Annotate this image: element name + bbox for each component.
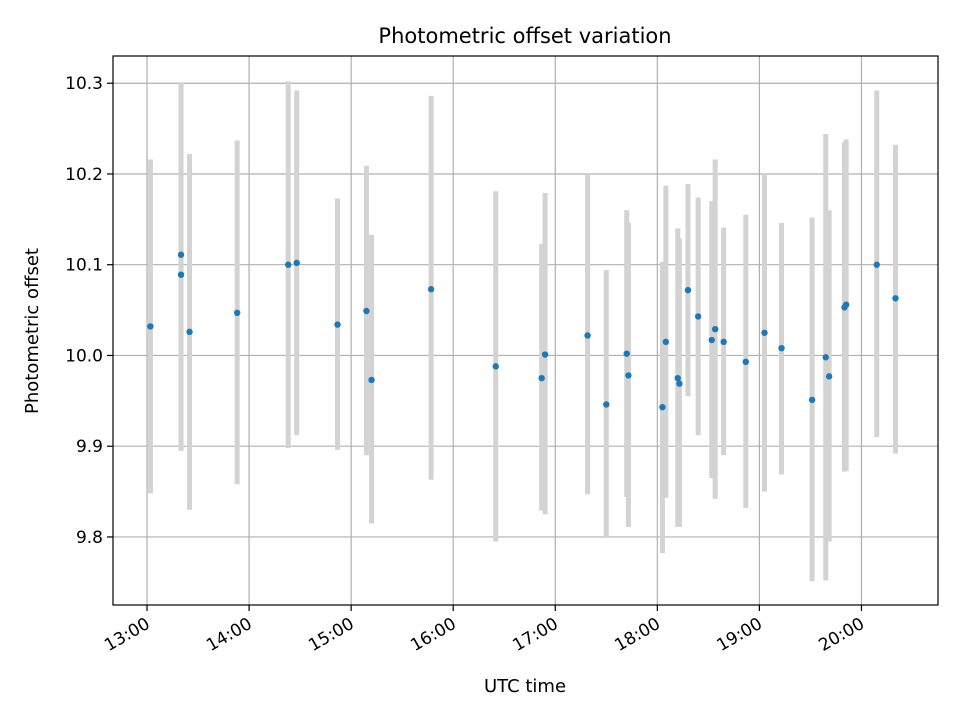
data-point xyxy=(233,309,241,317)
data-point xyxy=(684,286,692,294)
data-point xyxy=(293,259,300,267)
data-point xyxy=(427,286,435,293)
data-point xyxy=(674,374,681,382)
grid-lines xyxy=(113,56,938,605)
data-point xyxy=(541,351,549,358)
data-point xyxy=(742,358,749,366)
data-point xyxy=(492,363,499,370)
data-point xyxy=(842,301,850,308)
data-point xyxy=(662,338,670,346)
data-point xyxy=(186,328,193,336)
data-point xyxy=(363,307,370,315)
y-tick-label: 9.8 xyxy=(76,528,103,548)
y-tick-label: 10.3 xyxy=(65,74,103,94)
data-point xyxy=(177,271,185,278)
data-point xyxy=(892,295,899,302)
data-points xyxy=(147,251,899,411)
data-point xyxy=(720,338,727,346)
data-point xyxy=(603,401,610,408)
y-tick-label: 10.1 xyxy=(65,256,103,276)
data-point xyxy=(873,261,880,268)
data-point xyxy=(659,403,666,411)
data-point xyxy=(538,374,545,382)
data-point xyxy=(778,344,785,352)
data-point xyxy=(368,376,375,384)
plot-area-frame xyxy=(112,55,939,606)
data-point xyxy=(822,354,829,361)
y-tick-label: 10.0 xyxy=(65,346,103,366)
data-point xyxy=(825,373,833,380)
chart-title: Photometric offset variation xyxy=(378,24,671,48)
data-point xyxy=(708,336,715,344)
data-point xyxy=(147,323,154,330)
y-axis-label: Photometric offset xyxy=(22,248,43,414)
data-point xyxy=(694,313,702,320)
data-point xyxy=(625,372,632,379)
data-point xyxy=(623,350,630,357)
y-tick-label: 9.9 xyxy=(76,437,103,457)
data-point xyxy=(676,380,683,387)
data-point xyxy=(711,325,719,333)
data-point xyxy=(334,321,341,328)
data-point xyxy=(285,261,292,268)
data-point xyxy=(761,329,768,336)
x-axis-label: UTC time xyxy=(484,676,566,697)
data-point xyxy=(177,251,185,258)
data-point xyxy=(584,332,591,339)
data-point xyxy=(808,396,816,404)
y-tick-label: 10.2 xyxy=(65,165,103,185)
